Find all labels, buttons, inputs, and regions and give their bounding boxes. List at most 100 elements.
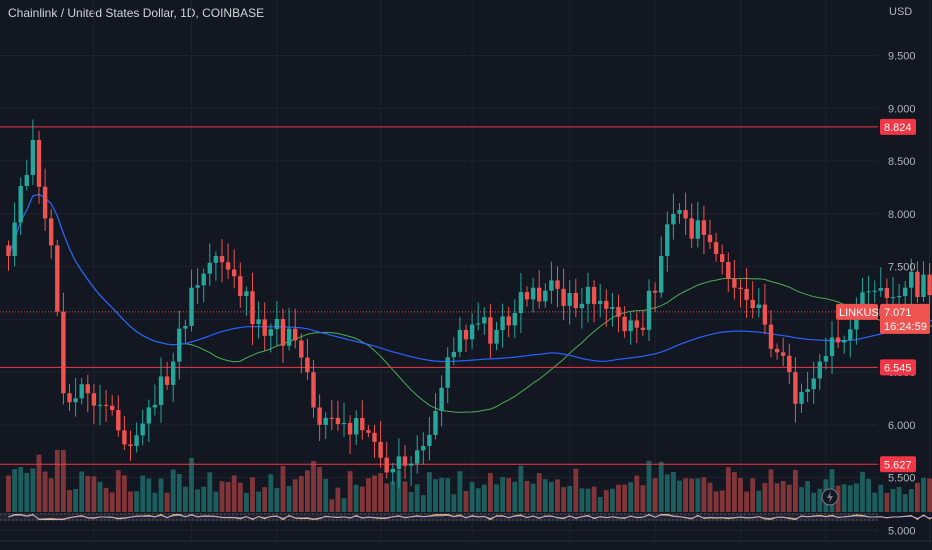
level-tag: [880, 118, 916, 135]
candle-body: [378, 441, 383, 458]
candle: [494, 321, 499, 351]
candle-body: [299, 340, 304, 358]
candle: [366, 424, 371, 438]
candle: [427, 416, 432, 461]
candle: [433, 393, 438, 440]
volume-bar: [30, 468, 36, 512]
volume-bar: [189, 457, 194, 512]
volume-bar: [854, 483, 859, 512]
candle-body: [518, 292, 524, 314]
volume-bar: [890, 489, 896, 512]
volume-bar: [915, 482, 920, 512]
volume-bar: [805, 481, 810, 512]
candle: [915, 261, 920, 303]
candle-body: [835, 337, 841, 343]
candle-body: [238, 276, 243, 297]
volume-bar: [719, 490, 725, 512]
candle: [152, 384, 158, 416]
candle-body: [225, 262, 231, 270]
candle-body: [823, 355, 829, 362]
candle: [311, 359, 316, 418]
volume-bar: [311, 460, 316, 512]
candle-body: [122, 430, 127, 445]
lightning-icon[interactable]: [821, 488, 839, 506]
candle-body: [689, 218, 694, 239]
candle-body: [640, 327, 646, 330]
symbol-tag-label: LINKUSD: [839, 307, 887, 319]
candle: [518, 273, 524, 333]
candle-body: [537, 287, 542, 302]
candle-body: [451, 351, 456, 358]
candle-body: [732, 278, 737, 288]
candle: [408, 456, 414, 487]
volume-bar: [237, 482, 243, 512]
candle-body: [604, 300, 609, 309]
candle-body: [805, 389, 810, 392]
oscillator-pane: [0, 513, 932, 521]
candle: [738, 279, 743, 308]
candle-body: [799, 391, 804, 404]
candle-body: [774, 348, 780, 353]
candle-body: [506, 316, 511, 326]
candle: [762, 284, 768, 335]
candle-body: [219, 256, 225, 263]
candle-body: [744, 288, 749, 300]
volume-bar: [732, 472, 737, 512]
candle-body: [433, 410, 438, 435]
candle-body: [250, 291, 255, 325]
candle-body: [427, 434, 432, 447]
candle: [683, 192, 688, 236]
volume-bar: [420, 495, 426, 512]
candle: [219, 239, 225, 283]
candle: [500, 303, 505, 348]
candle: [12, 202, 17, 267]
candle-body: [646, 290, 652, 330]
volume-bar: [329, 499, 335, 512]
volume-bar: [176, 473, 182, 512]
candle-body: [756, 304, 761, 309]
candle-body: [909, 271, 914, 288]
candle-body: [903, 287, 908, 297]
volume-bar: [494, 484, 499, 512]
candle-body: [323, 417, 328, 425]
volume-bar: [530, 483, 536, 512]
candle: [823, 337, 829, 370]
volume-bar: [305, 470, 310, 512]
candle: [537, 270, 542, 309]
horizontal-levels[interactable]: [0, 126, 878, 465]
candle: [555, 266, 560, 308]
candle-body: [177, 328, 182, 362]
candle-body: [128, 444, 133, 447]
volume-bar: [225, 482, 231, 512]
candle-body: [927, 274, 932, 296]
candle-body: [61, 311, 66, 394]
volume-bar: [902, 494, 908, 512]
y-tick-label: 9.500: [888, 50, 916, 62]
volume-bar: [79, 471, 85, 512]
volume-bar: [292, 479, 298, 512]
candle: [73, 377, 78, 417]
volume-bar: [134, 491, 139, 512]
volume-bar: [48, 478, 54, 512]
candle: [268, 323, 273, 353]
candle-body: [463, 329, 469, 340]
level-tag: [880, 359, 916, 376]
volume-bar: [786, 484, 792, 512]
volume-bar: [146, 478, 152, 512]
candle-body: [817, 361, 822, 379]
volume-bar: [61, 450, 66, 512]
volume-bar: [536, 473, 542, 512]
volume-bar: [603, 490, 609, 512]
candle-body: [293, 328, 298, 341]
volume-bar: [622, 484, 627, 512]
candle: [530, 277, 536, 313]
candle: [604, 289, 609, 328]
candle-body: [579, 303, 585, 309]
candle: [146, 399, 151, 443]
candle: [439, 375, 444, 427]
candle: [415, 435, 420, 474]
candle-body: [915, 271, 920, 297]
volume-bar: [738, 478, 743, 512]
